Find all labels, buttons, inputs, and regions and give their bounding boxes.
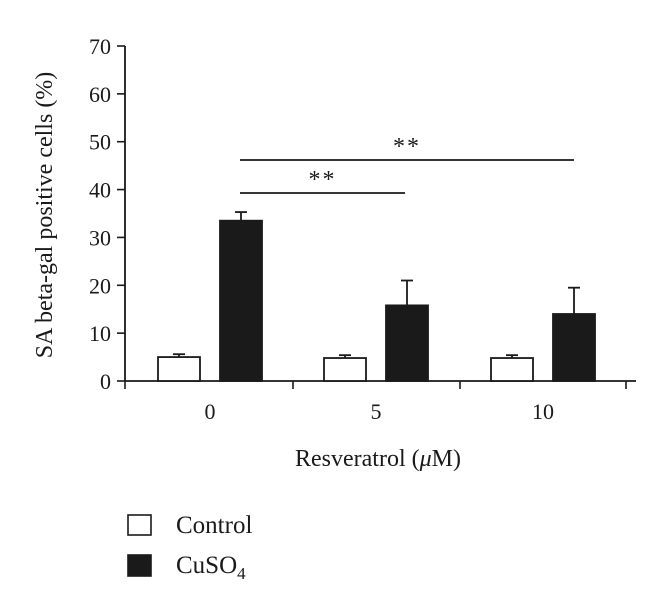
x-axis-title: Resveratrol (μM) [295,446,461,472]
y-tick-label: 0 [100,369,111,394]
x-axis-title-prefix: Resveratrol ( [295,446,420,472]
legend-label-cuso4: CuSO4 [176,552,246,583]
y-tick-label: 50 [89,130,111,155]
y-tick-label: 20 [89,273,111,298]
legend-swatch-control [127,514,152,536]
x-tick-label: 10 [532,399,554,424]
bar-cuso4 [552,313,596,382]
y-tick-label: 70 [89,34,111,59]
plot-area: 0 10 20 30 40 50 60 70 0 5 10 ** ** [89,34,636,424]
y-tick-label: 60 [89,82,111,107]
y-axis-title: SA beta-gal positive cells (%) [32,72,58,359]
y-tick-label: 40 [89,178,111,203]
x-tick-label: 5 [371,399,382,424]
bar-cuso4 [385,304,429,382]
bar-control [490,357,534,382]
legend-label-control: Control [176,512,252,539]
bar-cuso4 [219,219,263,382]
x-tick-label: 0 [205,399,216,424]
y-tick-label: 10 [89,321,111,346]
y-tick-label: 30 [89,225,111,250]
legend: Control CuSO4 [127,512,252,583]
bar-control [323,357,367,382]
bar-control [157,356,201,382]
legend-label-cuso4-base: CuSO [176,552,237,579]
x-axis-title-mu: μ [419,446,432,472]
legend-label-cuso4-subscript: 4 [237,564,246,583]
legend-swatch-cuso4 [127,554,152,577]
significance-label: ** [393,134,421,160]
significance-label: ** [309,167,337,193]
x-axis-title-suffix: M) [432,446,461,472]
